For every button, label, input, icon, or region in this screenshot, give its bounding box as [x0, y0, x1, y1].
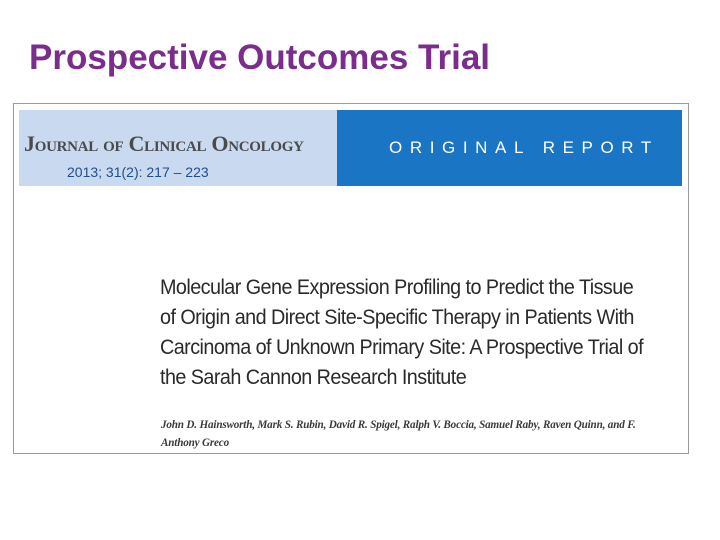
- journal-name: Journal of Clinical Oncology: [24, 131, 304, 156]
- report-type-label: ORIGINAL REPORT: [389, 138, 659, 157]
- article-title: Molecular Gene Expression Profiling to P…: [160, 275, 644, 389]
- report-type-banner: [337, 110, 682, 186]
- journal-banner: [19, 110, 337, 186]
- slide-title: Prospective Outcomes Trial: [29, 38, 491, 77]
- article-authors: John D. Hainsworth, Mark S. Rubin, David…: [161, 417, 636, 449]
- citation-text: 2013; 31(2): 217 – 223: [67, 164, 209, 180]
